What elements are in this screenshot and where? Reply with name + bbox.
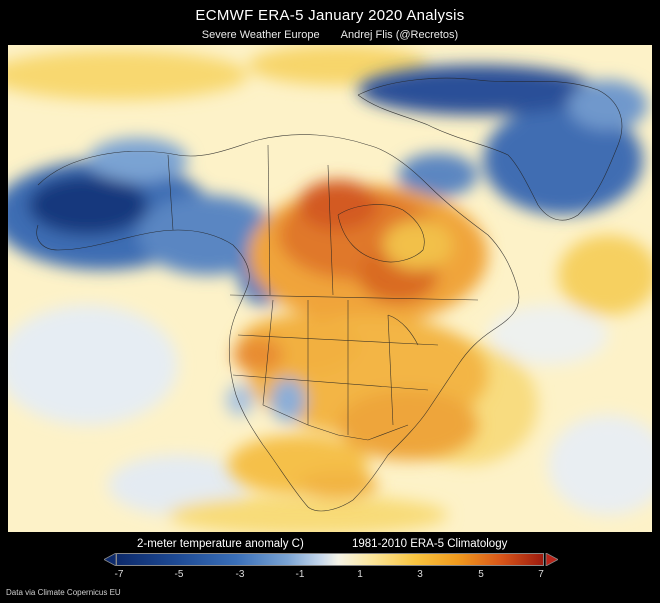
colorbar-tick-label: -5 bbox=[174, 569, 184, 580]
colorbar bbox=[104, 553, 558, 566]
colorbar-tick-label: 5 bbox=[478, 569, 484, 580]
colorbar-tick-label: 3 bbox=[417, 569, 423, 580]
colorbar-tick-label: 1 bbox=[357, 569, 363, 580]
colorbar-tick-label: -1 bbox=[295, 569, 305, 580]
colorbar-tick-label: 7 bbox=[538, 569, 544, 580]
data-credit: Data via Climate Copernicus EU bbox=[6, 588, 121, 597]
temperature-anomaly-map bbox=[8, 45, 652, 532]
colorbar-low-arrow bbox=[104, 553, 117, 566]
colorbar-tick-label: -7 bbox=[114, 569, 124, 580]
colorbar-climatology-label: 1981-2010 ERA-5 Climatology bbox=[352, 538, 508, 550]
colorbar-variable-label: 2-meter temperature anomaly C) bbox=[137, 538, 304, 550]
map-subtitle: Severe Weather Europe Andrej Flis (@Recr… bbox=[0, 29, 660, 41]
coastline-outlines bbox=[36, 77, 623, 512]
subtitle-source: Severe Weather Europe bbox=[201, 29, 320, 41]
colorbar-gradient bbox=[116, 553, 544, 566]
map-title: ECMWF ERA-5 January 2020 Analysis bbox=[195, 7, 465, 24]
colorbar-high-arrow bbox=[545, 553, 558, 566]
map-graphic bbox=[8, 45, 652, 532]
subtitle-author: Andrej Flis (@Recretos) bbox=[340, 29, 459, 41]
colorbar-tick-label: -3 bbox=[235, 569, 245, 580]
